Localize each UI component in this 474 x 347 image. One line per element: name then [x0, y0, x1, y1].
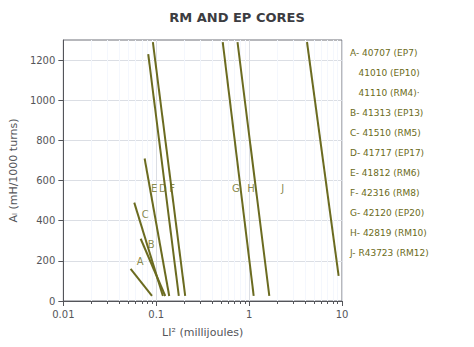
svg-text:41110 (RM4)·: 41110 (RM4)· [350, 88, 420, 98]
html-text:D F: D F [159, 183, 175, 195]
svg-text:41010 (EP10): 41010 (EP10) [350, 68, 420, 78]
svg-text:C: C [142, 209, 149, 220]
svg-text:RM AND EP CORES: RM AND EP CORES [169, 10, 305, 25]
svg-text:H: H [247, 183, 255, 194]
svg-text:10: 10 [336, 309, 349, 320]
svg-text:B: B [147, 239, 155, 251]
svg-text:0.01: 0.01 [52, 309, 74, 320]
svg-text:B- 41313 (EP13): B- 41313 (EP13) [350, 108, 423, 118]
svg-text:C- 41510 (RM5): C- 41510 (RM5) [350, 128, 421, 138]
svg-text:E: E [151, 183, 157, 194]
svg-text:J: J [280, 183, 284, 194]
svg-text:LI² (millijoules): LI² (millijoules) [162, 326, 243, 339]
svg-text:1200: 1200 [30, 55, 55, 66]
svg-text:A: A [137, 256, 144, 267]
svg-text:Aₗ (mH/1000 turns): Aₗ (mH/1000 turns) [7, 119, 20, 223]
svg-text:H- 42819 (RM10): H- 42819 (RM10) [350, 228, 427, 238]
svg-text:G- 42120 (EP20): G- 42120 (EP20) [350, 208, 424, 218]
svg-text:E- 41812 (RM6): E- 41812 (RM6) [350, 168, 420, 178]
svg-text:J- R43723 (RM12): J- R43723 (RM12) [349, 248, 429, 258]
svg-text:0.1: 0.1 [148, 309, 164, 320]
svg-text:0: 0 [49, 296, 55, 307]
svg-text:A- 40707 (EP7): A- 40707 (EP7) [350, 48, 417, 58]
svg-text:1000: 1000 [30, 95, 55, 106]
svg-text:400: 400 [36, 215, 55, 226]
svg-text:D- 41717 (EP17): D- 41717 (EP17) [350, 148, 424, 158]
svg-text:600: 600 [36, 175, 55, 186]
svg-text:G: G [232, 183, 240, 194]
svg-text:800: 800 [36, 135, 55, 146]
svg-text:200: 200 [36, 255, 55, 266]
svg-text:F- 42316 (RM8): F- 42316 (RM8) [350, 188, 420, 198]
svg-text:1: 1 [246, 309, 252, 320]
